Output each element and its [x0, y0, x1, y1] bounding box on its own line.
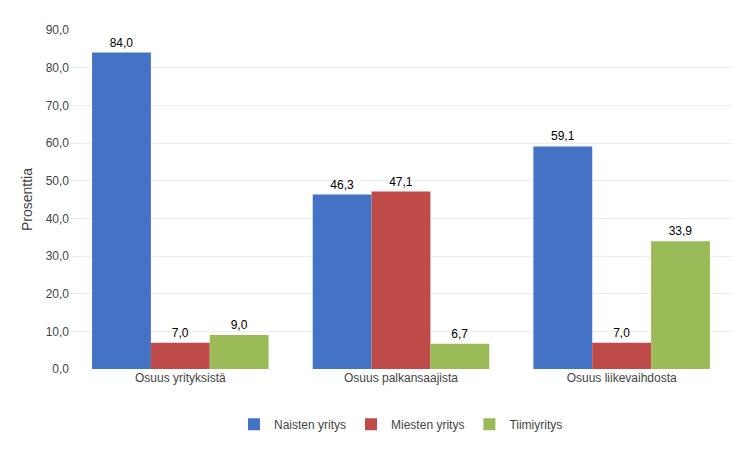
svg-text:30,0: 30,0 — [46, 249, 70, 263]
svg-text:0,0: 0,0 — [52, 362, 69, 376]
svg-text:10,0: 10,0 — [46, 325, 70, 339]
svg-text:90,0: 90,0 — [46, 23, 70, 37]
svg-text:59,1: 59,1 — [551, 129, 575, 143]
svg-text:20,0: 20,0 — [46, 287, 70, 301]
svg-text:7,0: 7,0 — [172, 326, 189, 340]
svg-text:Naisten yritys: Naisten yritys — [274, 418, 346, 432]
svg-text:46,3: 46,3 — [330, 178, 354, 192]
svg-text:Osuus palkansaajista: Osuus palkansaajista — [344, 371, 458, 385]
svg-text:84,0: 84,0 — [110, 36, 134, 50]
svg-text:9,0: 9,0 — [231, 318, 248, 332]
svg-text:60,0: 60,0 — [46, 136, 70, 150]
svg-text:33,9: 33,9 — [669, 224, 693, 238]
svg-text:Prosenttia: Prosenttia — [19, 168, 35, 231]
svg-text:Osuus yrityksistä: Osuus yrityksistä — [135, 371, 226, 385]
svg-text:Tiimiyritys: Tiimiyritys — [509, 418, 562, 432]
svg-text:Miesten yritys: Miesten yritys — [391, 418, 464, 432]
svg-text:7,0: 7,0 — [613, 326, 630, 340]
svg-text:6,7: 6,7 — [451, 327, 468, 341]
svg-text:47,1: 47,1 — [389, 175, 413, 189]
svg-text:Osuus liikevaihdosta: Osuus liikevaihdosta — [567, 371, 677, 385]
svg-text:40,0: 40,0 — [46, 212, 70, 226]
svg-text:50,0: 50,0 — [46, 174, 70, 188]
svg-text:80,0: 80,0 — [46, 61, 70, 75]
svg-text:70,0: 70,0 — [46, 99, 70, 113]
